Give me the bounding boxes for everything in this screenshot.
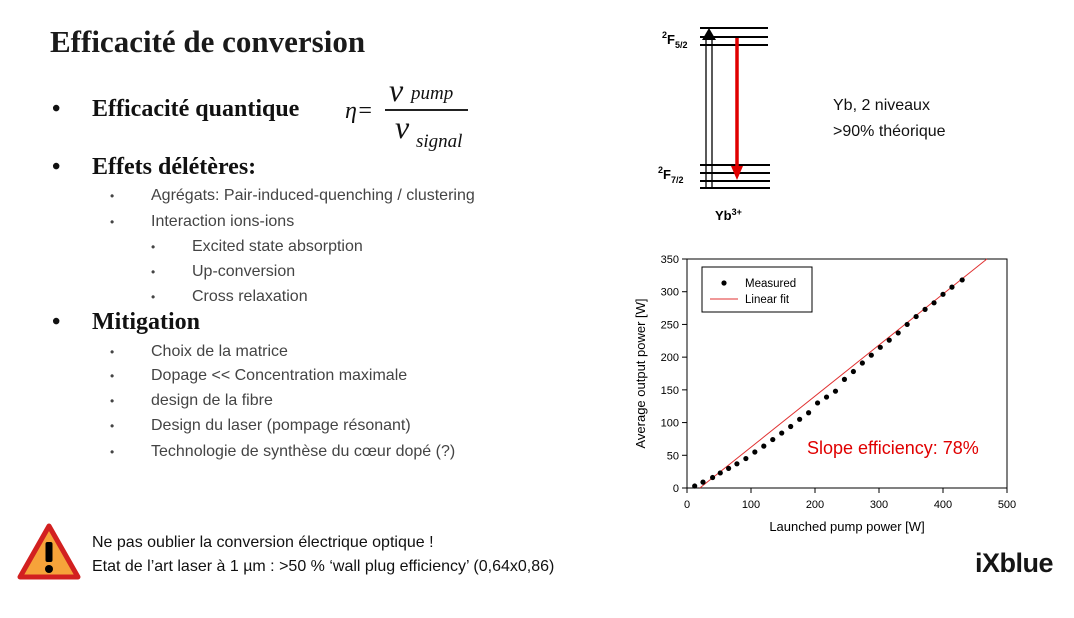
data-point — [959, 277, 965, 283]
bullet-label: Mitigation — [92, 309, 200, 335]
list-item-text: Design du laser (pompage résonant) — [151, 417, 411, 434]
y-tick-label: 250 — [661, 319, 679, 331]
data-point — [931, 300, 937, 306]
data-point — [700, 479, 706, 485]
y-tick-label: 0 — [673, 483, 679, 495]
sub-list-item-text: Excited state absorption — [192, 238, 363, 255]
data-point — [743, 455, 749, 462]
y-tick-label: 200 — [661, 352, 679, 364]
x-tick-label: 100 — [742, 499, 760, 511]
legend-label-fit: Linear fit — [745, 294, 790, 306]
warning-note: Ne pas oublier la conversion électrique … — [92, 531, 554, 579]
warning-line1: Ne pas oublier la conversion électrique … — [92, 534, 434, 551]
data-point — [779, 430, 785, 436]
yb-note: Yb, 2 niveaux >90% théorique — [833, 93, 946, 145]
sub-list-item-text: Up-conversion — [192, 263, 296, 280]
x-tick-label: 300 — [870, 499, 888, 511]
chart-axes — [686, 258, 1008, 489]
data-point — [913, 313, 919, 320]
data-point — [841, 376, 848, 382]
linear-fit-line — [699, 258, 988, 489]
data-point — [761, 443, 767, 449]
y-tick-label: 300 — [661, 287, 679, 299]
list-item-text: Technologie de synthèse du cœur dopé (?) — [151, 443, 456, 460]
x-tick-label: 400 — [934, 499, 952, 511]
y-tick-label: 150 — [661, 385, 679, 397]
list-item-text: Dopage << Concentration maximale — [151, 367, 408, 384]
formula-numerator-sub: pump — [411, 83, 454, 104]
data-point — [895, 330, 901, 336]
formula-denominator-symbol: ν — [395, 109, 410, 145]
data-point — [904, 321, 910, 328]
y-tick-label: 100 — [661, 418, 679, 430]
legend-marker-measured — [721, 280, 727, 286]
data-point — [922, 306, 928, 312]
bullet-dot: • — [52, 309, 61, 335]
lower-level-label: 2F7/2 — [658, 165, 683, 185]
chart-ticks: 0 100 200 300 400 500 0 50 100 150 200 250 300 350 — [661, 254, 1017, 511]
y-tick-label: 350 — [661, 254, 679, 266]
data-point — [710, 474, 716, 481]
formula-lhs: η= — [345, 98, 374, 124]
data-point — [734, 461, 740, 467]
data-point — [806, 410, 812, 416]
x-tick-label: 0 — [684, 499, 690, 511]
legend-label-measured: Measured — [745, 278, 796, 290]
x-axis-label: Launched pump power [W] — [769, 519, 924, 534]
bullet-dot: • — [52, 154, 61, 180]
data-point — [832, 388, 839, 394]
fraction-bar — [385, 109, 468, 111]
data-point — [859, 360, 865, 366]
bullet-label: Effets délétères: — [92, 154, 257, 180]
warning-icon — [17, 523, 81, 580]
data-point — [877, 344, 883, 350]
upper-level-label: 2F5/2 — [662, 30, 687, 50]
formula-denominator-sub: signal — [416, 131, 463, 152]
bullet-dot: • — [52, 96, 61, 122]
slope-efficiency-annotation: Slope efficiency: 78% — [807, 438, 979, 458]
data-point — [940, 291, 946, 297]
company-logo: iXblue — [975, 548, 1054, 578]
x-tick-label: 200 — [806, 499, 824, 511]
warning-line2: Etat de l’art laser à 1 µm : >50 % ‘wall… — [92, 558, 555, 575]
data-point — [823, 394, 830, 400]
emission-arrow-head — [731, 166, 743, 180]
data-point — [726, 465, 732, 471]
sub-list-item-text: Cross relaxation — [192, 288, 308, 305]
data-point — [717, 470, 723, 476]
linear-fit-series — [699, 258, 988, 489]
data-point — [886, 337, 892, 343]
y-axis-label: Average output power [W] — [633, 298, 648, 448]
data-point — [692, 483, 698, 489]
list-item-text: Agrégats: Pair-induced-quenching / clust… — [151, 187, 475, 204]
yb-note-line1: Yb, 2 niveaux — [833, 97, 930, 114]
list-item-text: design de la fibre — [151, 392, 273, 409]
plot-frame — [686, 258, 1008, 489]
data-point — [797, 416, 803, 422]
data-point — [814, 400, 821, 406]
data-point — [850, 368, 856, 375]
pump-arrow-head — [702, 28, 716, 40]
legend-box — [701, 266, 813, 313]
formula-numerator-symbol: ν — [389, 72, 404, 108]
data-point — [788, 423, 794, 430]
ion-label: Yb3+ — [715, 207, 742, 223]
slide-title: Efficacité de conversion — [50, 24, 366, 59]
chart-legend: Measured Linear fit — [701, 266, 813, 313]
measured-series — [692, 277, 965, 489]
list-item-text: Choix de la matrice — [151, 343, 288, 360]
quantum-efficiency-formula: η= ν pump ν signal — [345, 72, 475, 158]
bullet-label: Efficacité quantique — [92, 96, 300, 122]
x-tick-label: 500 — [998, 499, 1016, 511]
data-point — [868, 352, 874, 358]
y-tick-label: 50 — [667, 450, 679, 462]
data-point — [949, 284, 955, 290]
slope-efficiency-chart: 0 100 200 300 400 500 0 50 100 150 200 250 300 350 Me… — [633, 254, 1017, 534]
list-item-text: Interaction ions-ions — [151, 213, 295, 230]
data-point — [752, 449, 758, 455]
data-point — [770, 436, 776, 443]
yb-note-line2: >90% théorique — [833, 123, 946, 140]
energy-level-diagram: 2F5/2 2F7/2 Yb3+ — [658, 27, 770, 223]
